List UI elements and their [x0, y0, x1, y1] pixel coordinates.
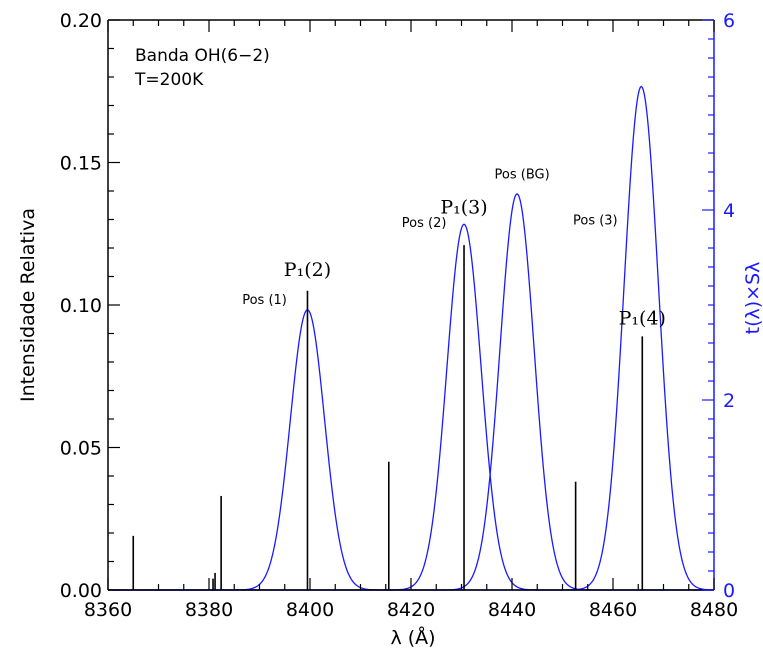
axes: 8360 8380 8400 8420 8440 8460 8480 0.00 0.05 0.10…	[60, 10, 738, 621]
filter-curve-3	[108, 85, 715, 591]
filter-label-2: Pos (BG)	[495, 168, 550, 183]
y-tick-label-2: 0.10	[60, 295, 102, 317]
x-tick-label-3: 8420	[387, 599, 435, 621]
y2-tick-label-3: 6	[723, 10, 735, 32]
y-tick-label-3: 0.15	[60, 153, 102, 175]
x-tick-label-0: 8360	[84, 599, 132, 621]
filter-curve-2	[108, 193, 714, 591]
line-label-0: P₁(2)	[284, 259, 331, 281]
y-axis-title: Intensidade Relativa	[17, 208, 39, 402]
filter-label-1: Pos (2)	[402, 216, 447, 231]
x-tick-label-1: 8380	[185, 599, 233, 621]
annotation-band: Banda OH(6−2)	[135, 46, 270, 66]
x-tick-label-6: 8480	[690, 599, 738, 621]
y2-tick-label-0: 0	[723, 580, 735, 602]
filter-curve-0	[108, 309, 714, 591]
filter-label-3: Pos (3)	[573, 213, 618, 228]
y2-tick-label-2: 4	[723, 200, 735, 222]
line-label-1: P₁(3)	[440, 197, 487, 219]
plot-area: Pos (1) Pos (2) Pos (BG) Pos (3) P₁(2) P₁(3) P…	[108, 85, 715, 591]
annotation-temperature: T=200K	[134, 70, 204, 90]
filter-label-0: Pos (1)	[242, 293, 287, 308]
y2-tick-label-1: 2	[723, 390, 735, 412]
x-axis-title: λ (Å)	[390, 626, 435, 648]
y-tick-label-1: 0.05	[60, 438, 102, 460]
y-tick-label-0: 0.00	[60, 580, 102, 602]
x-tick-label-5: 8460	[589, 599, 637, 621]
y2-axis-title: t(λ)×Sλ	[742, 262, 763, 335]
x-tick-label-2: 8400	[286, 599, 334, 621]
x-tick-label-4: 8440	[488, 599, 536, 621]
line-label-2: P₁(4)	[619, 308, 666, 330]
y-tick-label-4: 0.20	[60, 10, 102, 32]
filter-curve-1	[108, 223, 714, 591]
